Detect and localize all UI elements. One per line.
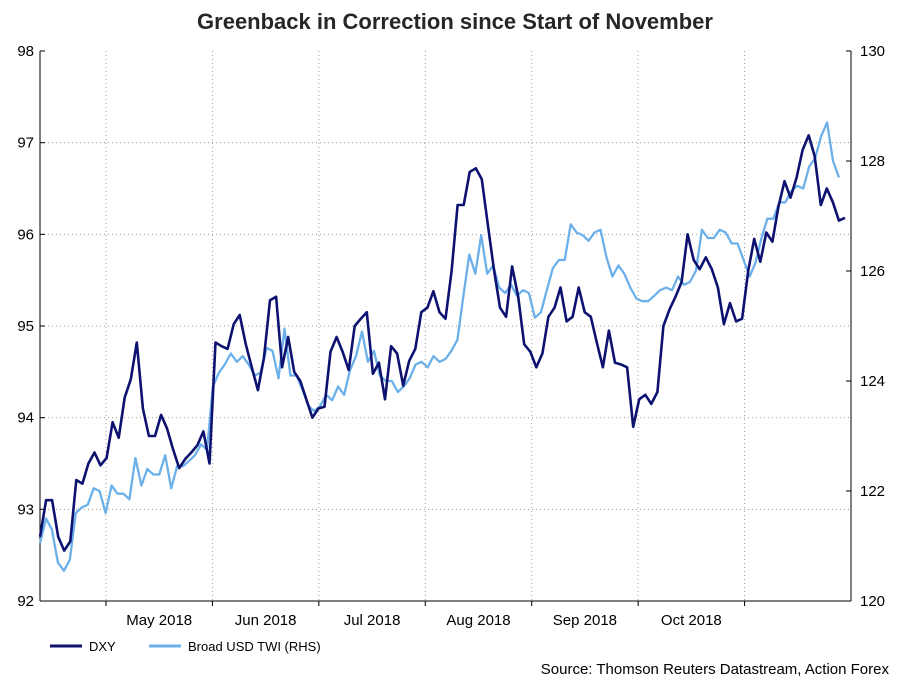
x-tick-label: May 2018 <box>126 612 192 629</box>
legend-label-twi: Broad USD TWI (RHS) <box>188 639 321 654</box>
series-line-dxy <box>38 134 846 552</box>
legend: DXY Broad USD TWI (RHS) <box>50 639 321 654</box>
series <box>38 121 846 572</box>
source-note: Source: Thomson Reuters Datastream, Acti… <box>541 661 890 678</box>
right-tick-label: 130 <box>860 43 885 60</box>
left-tick-label: 97 <box>17 135 34 152</box>
legend-label-dxy: DXY <box>89 639 116 654</box>
left-tick-label: 92 <box>17 593 34 610</box>
x-tick-label: Sep 2018 <box>553 612 617 629</box>
series-line-twi <box>38 121 841 572</box>
left-tick-label: 96 <box>17 226 34 243</box>
right-tick-label: 124 <box>860 373 885 390</box>
gridlines <box>40 51 851 601</box>
axes: 92 93 94 95 96 97 98 120 122 124 126 128 130 May 2018… <box>17 43 885 629</box>
x-tick-label: Jun 2018 <box>235 612 297 629</box>
right-tick-label: 122 <box>860 483 885 500</box>
right-tick-label: 128 <box>860 153 885 170</box>
x-tick-label: Jul 2018 <box>344 612 401 629</box>
left-tick-label: 94 <box>17 410 34 427</box>
right-tick-label: 120 <box>860 593 885 610</box>
x-tick-label: Oct 2018 <box>661 612 722 629</box>
left-tick-label: 93 <box>17 501 34 518</box>
left-tick-label: 95 <box>17 318 34 335</box>
x-tick-label: Aug 2018 <box>446 612 510 629</box>
left-tick-label: 98 <box>17 43 34 60</box>
chart-title: Greenback in Correction since Start of N… <box>197 9 713 34</box>
right-tick-label: 126 <box>860 263 885 280</box>
